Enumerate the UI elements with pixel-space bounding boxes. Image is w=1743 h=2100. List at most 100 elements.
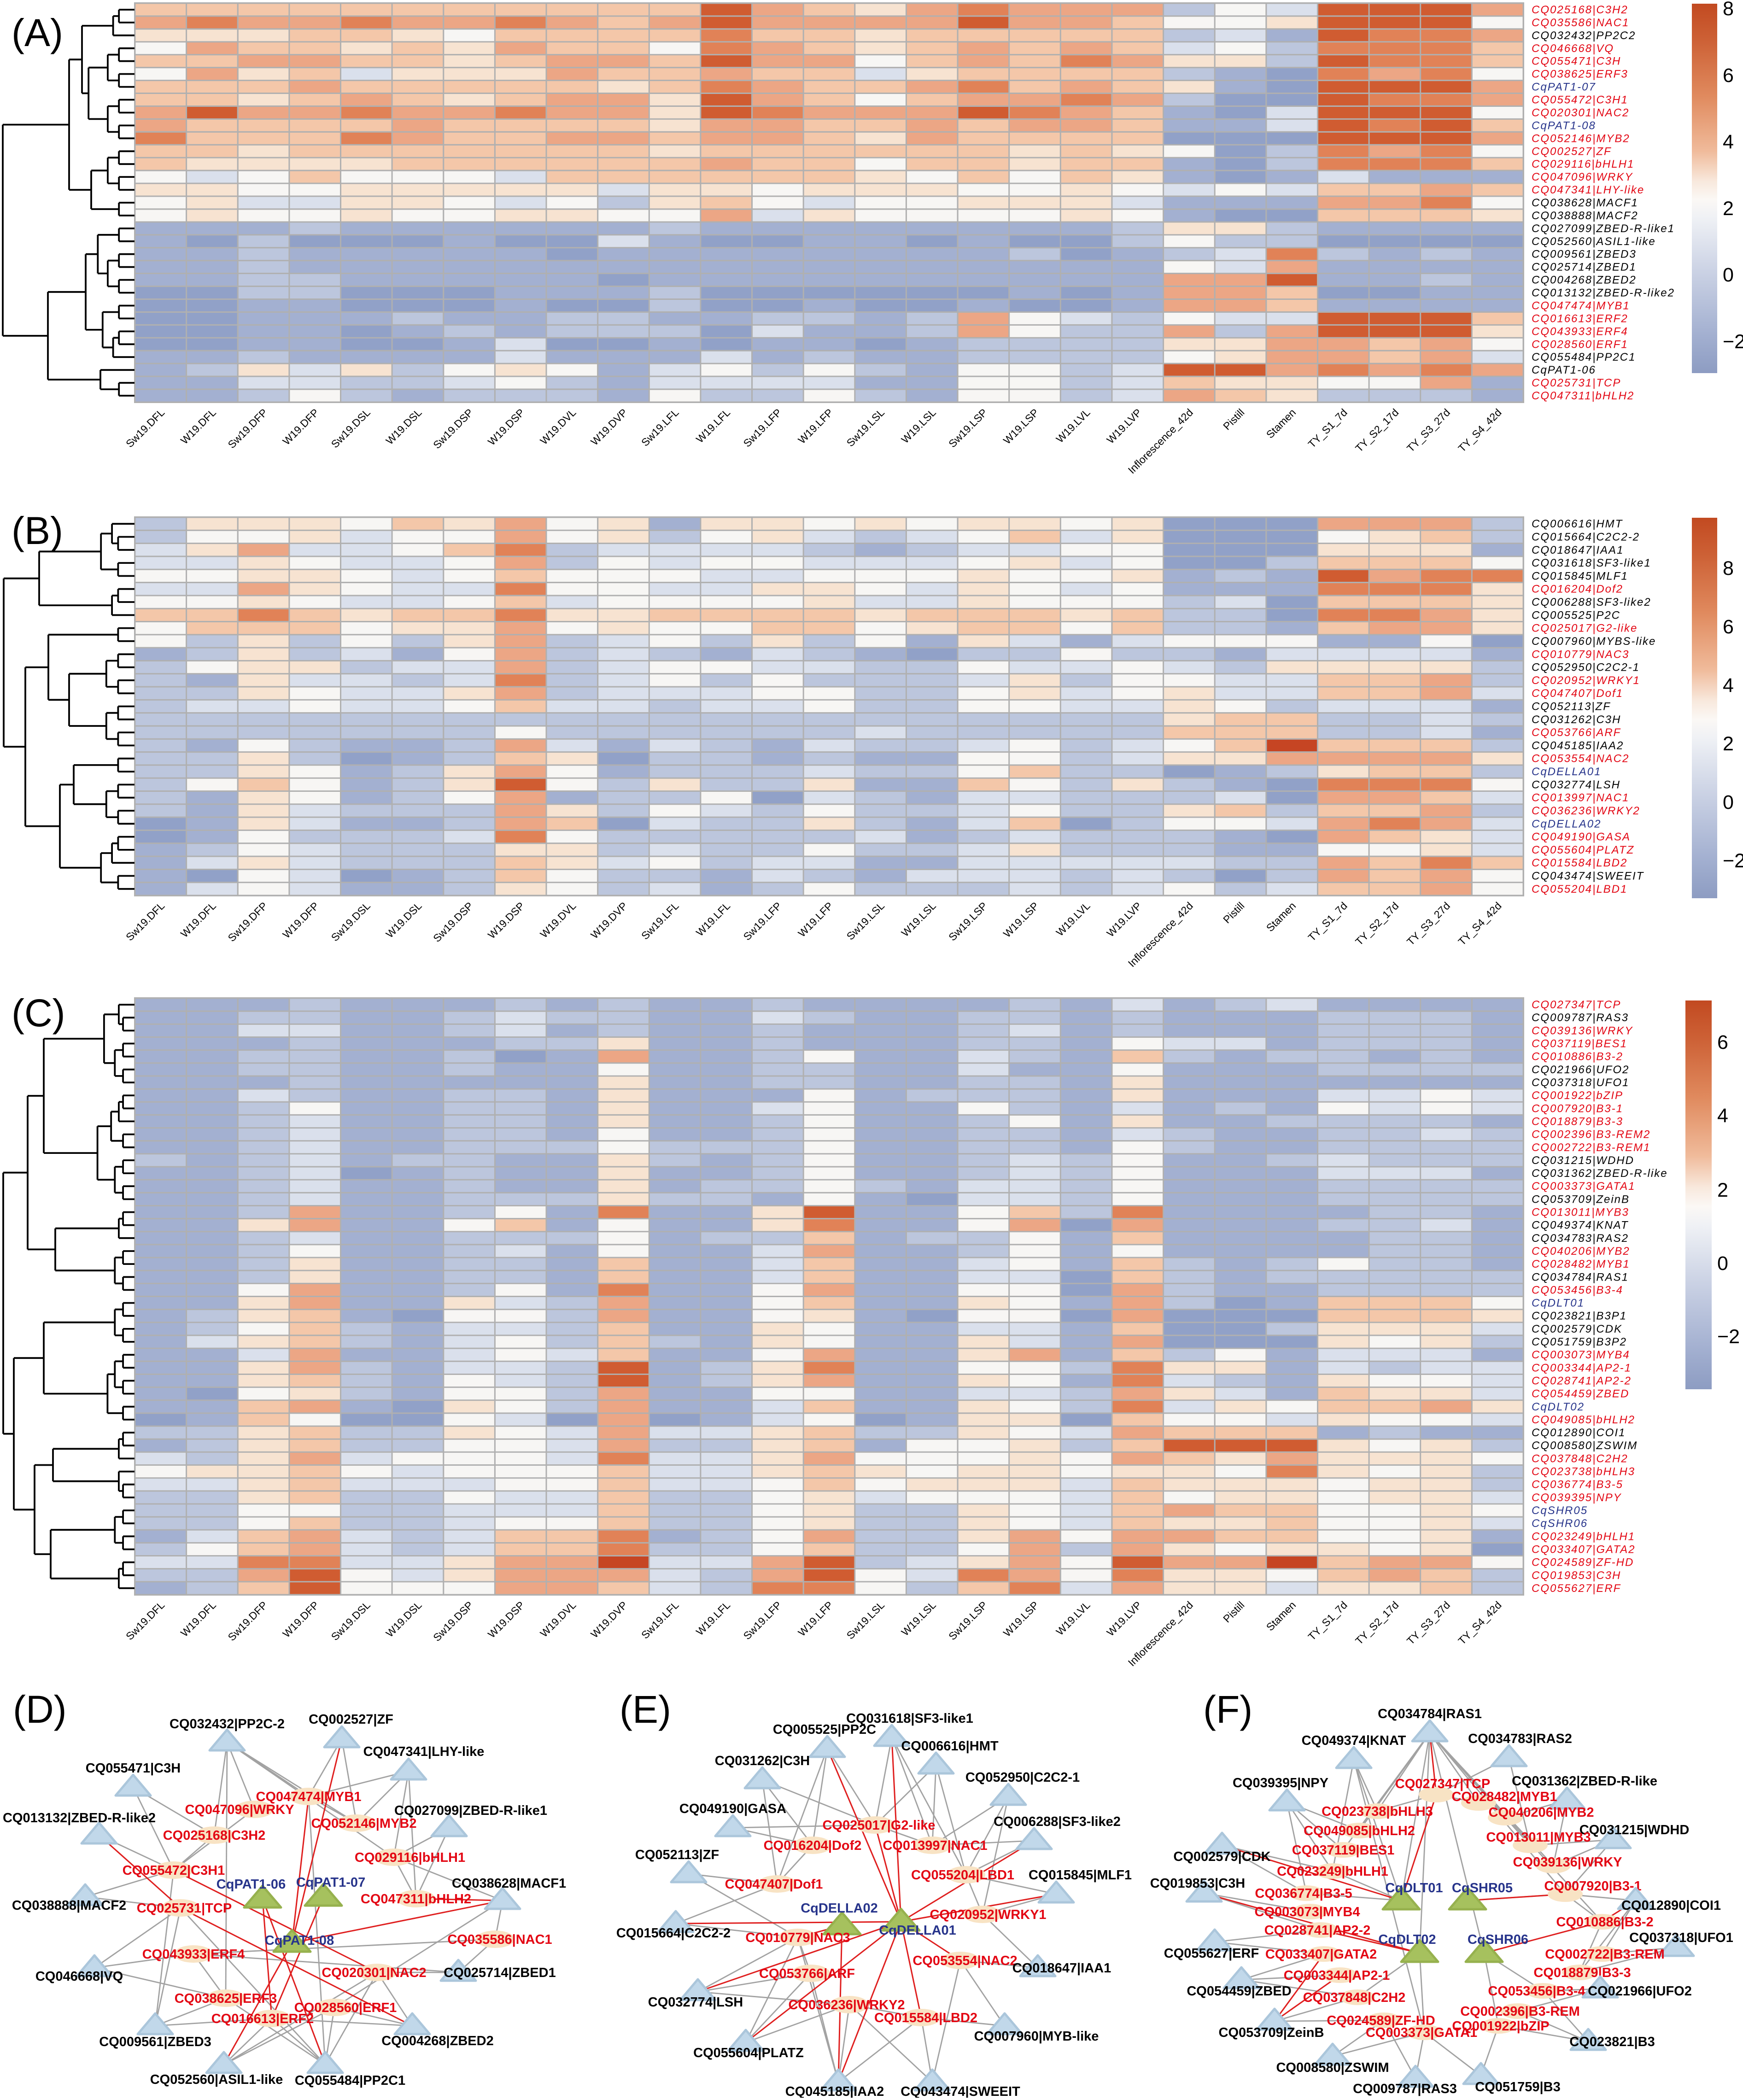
svg-text:CQ003344|AP2-1: CQ003344|AP2-1 [1284,1968,1390,1983]
svg-text:CQ013997|NAC1: CQ013997|NAC1 [1532,792,1629,804]
svg-text:CQ010886|B3-2: CQ010886|B3-2 [1556,1915,1653,1930]
svg-text:CQ047407|Dof1: CQ047407|Dof1 [1532,687,1623,700]
svg-text:CQ023821|B3: CQ023821|B3 [1569,2035,1655,2049]
svg-text:CQ009561|ZBED3: CQ009561|ZBED3 [99,2035,211,2049]
svg-text:CqPAT1-07: CqPAT1-07 [1532,81,1596,94]
svg-text:CQ032432|PP2C2: CQ032432|PP2C2 [1532,29,1636,42]
svg-text:CQ025714|ZBED1: CQ025714|ZBED1 [444,1965,556,1980]
svg-text:−2: −2 [1723,331,1743,353]
svg-text:CqDLT02: CqDLT02 [1532,1401,1585,1413]
svg-text:CQ025168|C3H2: CQ025168|C3H2 [1532,4,1628,16]
svg-text:CQ040206|MYB2: CQ040206|MYB2 [1489,1805,1594,1820]
svg-text:CQ039395|NPY: CQ039395|NPY [1532,1492,1622,1504]
svg-text:CQ039395|NPY: CQ039395|NPY [1233,1776,1328,1790]
svg-text:CQ034784|RAS1: CQ034784|RAS1 [1532,1271,1629,1283]
svg-text:CQ025731|TCP: CQ025731|TCP [1532,377,1621,389]
svg-text:−2: −2 [1717,1326,1740,1348]
svg-text:CQ013132|ZBED-R-like2: CQ013132|ZBED-R-like2 [3,1811,156,1825]
svg-text:CqDLT02: CqDLT02 [1378,1932,1436,1947]
svg-text:CQ002527|ZF: CQ002527|ZF [309,1712,393,1727]
svg-text:CQ020301|NAC2: CQ020301|NAC2 [1532,107,1629,119]
svg-text:CQ054459|ZBED: CQ054459|ZBED [1187,1984,1291,1999]
svg-text:CQ018879|B3-3: CQ018879|B3-3 [1532,1115,1623,1128]
svg-text:CQ039136|WRKY: CQ039136|WRKY [1513,1855,1622,1870]
svg-text:CQ035586|NAC1: CQ035586|NAC1 [1532,17,1629,29]
svg-text:CQ010779|NAC3: CQ010779|NAC3 [745,1930,850,1945]
svg-text:6: 6 [1723,616,1734,638]
svg-text:CQ055627|ERF: CQ055627|ERF [1532,1582,1621,1595]
svg-text:8: 8 [1723,0,1734,20]
svg-text:(A): (A) [12,11,63,54]
svg-text:CQ024589|ZF-HD: CQ024589|ZF-HD [1532,1556,1634,1569]
svg-text:CQ019853|C3H: CQ019853|C3H [1532,1569,1621,1582]
svg-text:CQ049374|KNAT: CQ049374|KNAT [1532,1219,1629,1232]
svg-text:CQ013132|ZBED-R-like2: CQ013132|ZBED-R-like2 [1532,287,1675,299]
svg-text:CQ029116|bHLH1: CQ029116|bHLH1 [1532,158,1634,170]
svg-text:CqDELLA01: CqDELLA01 [1532,766,1601,778]
svg-text:CQ009561|ZBED3: CQ009561|ZBED3 [1532,248,1637,261]
svg-text:CQ055604|PLATZ: CQ055604|PLATZ [693,2046,804,2060]
svg-text:CQ039136|WRKY: CQ039136|WRKY [1532,1024,1633,1037]
svg-text:CqDELLA02: CqDELLA02 [1532,818,1601,830]
svg-text:4: 4 [1723,131,1734,153]
svg-text:CQ013011|MYB3: CQ013011|MYB3 [1486,1830,1591,1845]
svg-text:CQ020952|WRKY1: CQ020952|WRKY1 [930,1907,1046,1922]
svg-text:CqSHR05: CqSHR05 [1452,1881,1513,1895]
svg-text:CQ034784|RAS1: CQ034784|RAS1 [1378,1707,1482,1721]
svg-text:CQ007920|B3-1: CQ007920|B3-1 [1544,1879,1641,1894]
svg-text:CQ047311|bHLH2: CQ047311|bHLH2 [1532,390,1634,402]
svg-text:CQ015584|LBD2: CQ015584|LBD2 [1532,857,1627,869]
svg-text:CQ036236|WRKY2: CQ036236|WRKY2 [788,1998,905,2012]
svg-text:CQ016204|Dof2: CQ016204|Dof2 [1532,583,1623,596]
svg-text:CQ043474|SWEEIT: CQ043474|SWEEIT [1532,870,1644,883]
svg-text:CQ025017|G2-like: CQ025017|G2-like [1532,622,1638,635]
svg-text:CQ002527|ZF: CQ002527|ZF [1532,145,1612,158]
svg-text:CQ008580|ZSWIM: CQ008580|ZSWIM [1276,2060,1389,2075]
svg-text:CQ003373|GATA1: CQ003373|GATA1 [1532,1180,1635,1193]
svg-text:0: 0 [1717,1252,1728,1275]
svg-text:CQ049085|bHLH2: CQ049085|bHLH2 [1532,1414,1635,1426]
svg-text:CQ031215|WDHD: CQ031215|WDHD [1579,1823,1690,1837]
svg-text:CQ015584|LBD2: CQ015584|LBD2 [874,2011,977,2025]
svg-text:CQ043933|ERF4: CQ043933|ERF4 [142,1947,245,1962]
svg-text:CQ025168|C3H2: CQ025168|C3H2 [163,1828,266,1843]
svg-text:CQ038628|MACF1: CQ038628|MACF1 [452,1876,566,1891]
svg-text:CQ003073|MYB4: CQ003073|MYB4 [1532,1349,1630,1361]
svg-text:CQ006616|HMT: CQ006616|HMT [901,1739,998,1754]
svg-text:CQ005525|PP2C: CQ005525|PP2C [773,1722,876,1737]
svg-text:CQ002579|CDK: CQ002579|CDK [1532,1323,1622,1335]
svg-text:CQ020952|WRKY1: CQ020952|WRKY1 [1532,674,1640,687]
svg-text:CQ023249|bHLH1: CQ023249|bHLH1 [1277,1864,1388,1879]
svg-text:CQ031262|C3H: CQ031262|C3H [715,1754,810,1768]
svg-text:CQ028482|MYB1: CQ028482|MYB1 [1452,1790,1557,1804]
svg-text:CQ005525|P2C: CQ005525|P2C [1532,609,1620,621]
svg-text:CQ035586|NAC1: CQ035586|NAC1 [447,1932,552,1947]
svg-text:CQ055471|C3H: CQ055471|C3H [86,1761,181,1776]
svg-text:CQ053554|NAC2: CQ053554|NAC2 [1532,753,1629,765]
svg-text:CQ025731|TCP: CQ025731|TCP [137,1901,232,1916]
svg-text:CQ047311|bHLH2: CQ047311|bHLH2 [361,1892,471,1907]
svg-text:CQ038628|MACF1: CQ038628|MACF1 [1532,197,1638,209]
svg-text:CQ052146|MYB2: CQ052146|MYB2 [1532,132,1630,145]
svg-text:CQ053766|ARF: CQ053766|ARF [759,1966,855,1981]
svg-text:CQ037848|C2H2: CQ037848|C2H2 [1303,1990,1406,2005]
svg-text:CQ023249|bHLH1: CQ023249|bHLH1 [1532,1530,1635,1543]
svg-text:4: 4 [1723,674,1734,696]
svg-text:CqPAT1-08: CqPAT1-08 [265,1933,334,1948]
svg-text:CQ055472|C3H1: CQ055472|C3H1 [1532,94,1628,106]
svg-text:CQ052560|ASIL1-like: CQ052560|ASIL1-like [1532,235,1656,248]
svg-text:CQ028741|AP2-2: CQ028741|AP2-2 [1264,1923,1371,1938]
svg-text:CqPAT1-06: CqPAT1-06 [1532,364,1596,376]
svg-text:CQ028741|AP2-2: CQ028741|AP2-2 [1532,1375,1632,1387]
svg-text:CQ025714|ZBED1: CQ025714|ZBED1 [1532,261,1637,274]
svg-text:CQ053766|ARF: CQ053766|ARF [1532,726,1621,739]
svg-text:CQ001922|bZIP: CQ001922|bZIP [1452,2019,1549,2034]
svg-text:CqSHR06: CqSHR06 [1468,1932,1528,1947]
svg-text:CQ033407|GATA2: CQ033407|GATA2 [1532,1544,1635,1556]
svg-text:−2: −2 [1723,850,1743,872]
svg-text:CQ047474|MYB1: CQ047474|MYB1 [256,1790,362,1804]
svg-text:CQ025017|G2-like: CQ025017|G2-like [822,1818,935,1833]
svg-text:CQ047341|LHY-like: CQ047341|LHY-like [363,1744,485,1759]
svg-text:CQ003344|AP2-1: CQ003344|AP2-1 [1532,1362,1632,1374]
svg-text:CQ049190|GASA: CQ049190|GASA [1532,831,1631,843]
